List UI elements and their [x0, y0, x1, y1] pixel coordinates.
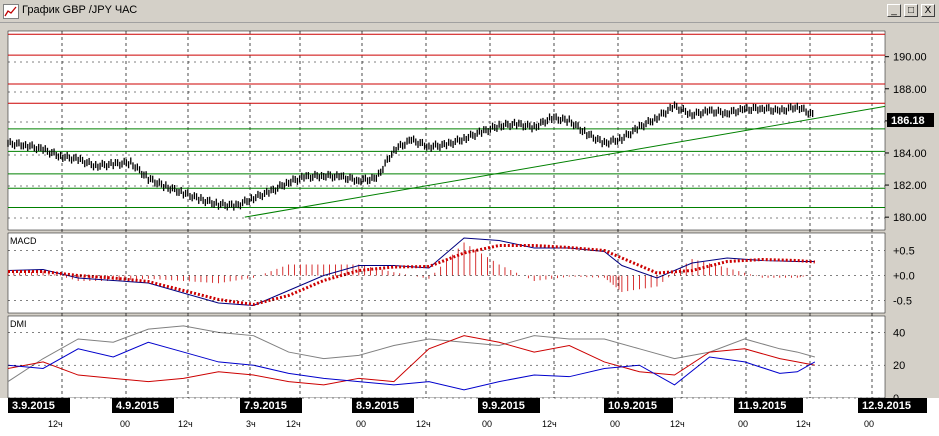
- date-label: 8.9.2015: [356, 400, 399, 412]
- chart-icon: [3, 4, 19, 19]
- close-icon[interactable]: X: [921, 4, 935, 17]
- price-series: [7, 101, 814, 211]
- date-labels: 3.9.2015 4.9.2015 7.9.2015 8.9.2015 9.9.2015…: [8, 398, 927, 413]
- hour-labels: 12ч 00 12ч 3ч 12ч 00 12ч 00 12ч 00 12ч 00 12ч 00: [48, 419, 874, 429]
- date-label: 9.9.2015: [482, 400, 525, 412]
- dmi-tick-label: 20: [893, 360, 905, 372]
- macd-tick-label: +0.5: [893, 246, 915, 258]
- date-label-box: [604, 398, 673, 413]
- date-label: 10.9.2015: [608, 400, 657, 412]
- macd-tick-label: -0.5: [893, 296, 912, 308]
- hour-label: 3ч: [246, 419, 256, 429]
- date-label-box: [112, 398, 174, 413]
- date-label-box: [734, 398, 803, 413]
- hour-label: 12ч: [416, 419, 431, 429]
- hour-label: 00: [610, 419, 620, 429]
- dmi-minus-line: [7, 335, 815, 386]
- current-price-label: 186.18: [891, 115, 925, 127]
- price-tick-label: 180.00: [893, 212, 927, 224]
- price-h-grid: [8, 61, 885, 219]
- current-price-box: [887, 113, 934, 127]
- restore-icon[interactable]: □: [904, 4, 918, 17]
- hour-label: 12ч: [178, 419, 193, 429]
- date-label: 7.9.2015: [244, 400, 287, 412]
- hour-label: 12ч: [48, 419, 63, 429]
- price-tick-label: 184.00: [893, 148, 927, 160]
- date-label-box: [352, 398, 414, 413]
- date-label: 12.9.2015: [862, 400, 911, 412]
- price-tick-label: 190.00: [893, 52, 927, 64]
- hour-label: 00: [120, 419, 130, 429]
- hour-label: 00: [356, 419, 366, 429]
- window-title: График GBP /JPY ЧАС: [22, 4, 138, 16]
- dmi-plus-line: [7, 341, 816, 391]
- hour-label: 12ч: [670, 419, 685, 429]
- date-label: 4.9.2015: [116, 400, 159, 412]
- price-tick-label: 182.00: [893, 180, 927, 192]
- price-tick-label: 188.00: [893, 84, 927, 96]
- macd-axis: +0.5 +0.0 -0.5: [8, 246, 915, 308]
- minimize-icon[interactable]: _: [887, 4, 901, 17]
- date-label-box: [8, 398, 70, 413]
- dmi-tick-label: 40: [893, 327, 905, 339]
- macd-tick-label: +0.0: [893, 271, 915, 283]
- date-label-box: [240, 398, 302, 413]
- hour-label: 00: [738, 419, 748, 429]
- dmi-panel[interactable]: [7, 315, 886, 399]
- hour-label: 12ч: [542, 419, 557, 429]
- trendline: [244, 105, 886, 218]
- hour-label: 12ч: [796, 419, 811, 429]
- hour-label: 12ч: [286, 419, 301, 429]
- horizontal-levels: [8, 33, 885, 209]
- date-label-box: [478, 398, 540, 413]
- hour-label: 00: [864, 419, 874, 429]
- window-titlebar: График GBP /JPY ЧАС _ □ X: [0, 0, 939, 23]
- date-label-box: [858, 398, 927, 413]
- macd-signal-line: [8, 244, 815, 307]
- date-label: 11.9.2015: [738, 400, 786, 412]
- date-label: 3.9.2015: [12, 400, 55, 412]
- price-panel[interactable]: [7, 30, 886, 231]
- macd-title: MACD: [10, 236, 37, 246]
- dmi-title: DMI: [10, 319, 27, 329]
- hour-label: 00: [482, 419, 492, 429]
